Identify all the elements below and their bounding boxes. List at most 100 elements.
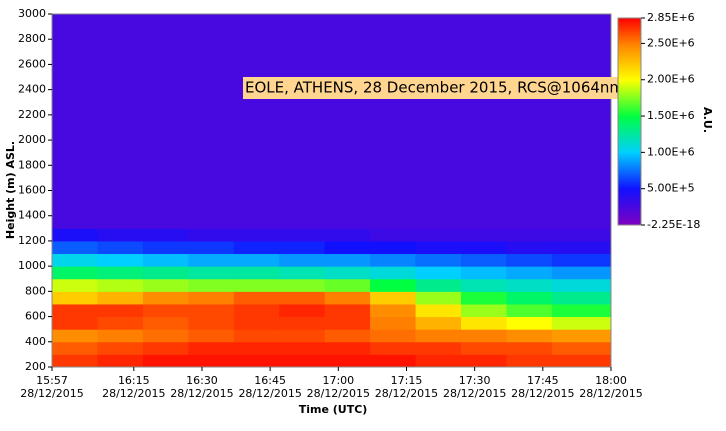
y-tick-label: 1600	[18, 184, 46, 197]
heatmap-cell	[551, 278, 612, 292]
heatmap-cell	[415, 341, 462, 355]
heatmap-cell	[370, 354, 417, 368]
heatmap-cell	[52, 278, 98, 292]
heatmap-cell	[188, 291, 235, 305]
heatmap-cell	[52, 329, 98, 343]
y-tick-label: 400	[25, 335, 46, 348]
x-tick-label: 18:00 28/12/2015	[579, 374, 643, 400]
heatmap-cell	[370, 228, 417, 242]
y-tick-label: 2600	[18, 57, 46, 70]
heatmap-cell	[279, 341, 326, 355]
heatmap-cell	[415, 14, 462, 229]
heatmap-cell	[370, 240, 417, 255]
heatmap-cell	[279, 228, 326, 242]
heatmap-cell	[233, 266, 280, 280]
y-tick-label: 3000	[18, 7, 46, 20]
heatmap-cell	[142, 291, 189, 305]
heatmap-cell	[52, 291, 98, 305]
heatmap-cell	[97, 303, 144, 318]
heatmap-cell	[97, 354, 144, 368]
heatmap-cell	[279, 266, 326, 280]
heatmap-cell	[551, 316, 612, 330]
heatmap-cell	[52, 266, 98, 280]
heatmap-cell	[551, 240, 612, 255]
heatmap-cell	[188, 354, 235, 368]
heatmap-cell	[52, 240, 98, 255]
colorbar-segment	[618, 188, 641, 226]
heatmap-cell	[233, 329, 280, 343]
colorbar-segment	[618, 116, 641, 153]
colorbar-segment	[618, 18, 641, 44]
heatmap-cell	[506, 278, 553, 292]
heatmap-cell	[461, 228, 507, 242]
colorbar-tick-label: -2.25E-18	[647, 218, 700, 231]
heatmap-cell	[551, 303, 612, 318]
y-tick-label: 1200	[18, 234, 46, 247]
x-tick-label: 16:45 28/12/2015	[238, 374, 302, 400]
colorbar-segment	[618, 79, 641, 117]
heatmap-cell	[279, 278, 326, 292]
heatmap-cell	[142, 354, 189, 368]
heatmap-cell	[370, 278, 417, 292]
heatmap-cell	[52, 316, 98, 330]
heatmap-cell	[370, 253, 417, 267]
title-box	[243, 77, 631, 99]
heatmap-cell	[97, 329, 144, 343]
heatmap-cell	[324, 278, 371, 292]
heatmap-cell	[461, 329, 507, 343]
heatmap-cell	[506, 303, 553, 318]
heatmap-cell	[97, 278, 144, 292]
x-tick-label: 17:00 28/12/2015	[306, 374, 371, 400]
y-axis-label: Height (m) ASL.	[4, 141, 17, 239]
colorbar-tick-label: 5.00E+5	[647, 182, 695, 195]
heatmap-cell	[188, 253, 235, 267]
heatmap-cell	[52, 228, 98, 242]
y-tick-label: 2400	[18, 83, 46, 96]
heatmap-cell	[97, 253, 144, 267]
heatmap-cell	[370, 341, 417, 355]
heatmap-cell	[142, 329, 189, 343]
heatmap-cell	[142, 303, 189, 318]
y-tick-label: 800	[25, 284, 46, 297]
colorbar-tick-label: 1.00E+6	[647, 145, 695, 158]
heatmap-cell	[233, 253, 280, 267]
heatmap-cell	[324, 291, 371, 305]
heatmap-cell	[97, 228, 144, 242]
heatmap-cell	[461, 316, 507, 330]
heatmap-cell	[279, 14, 326, 229]
heatmap-cell	[551, 228, 612, 242]
heatmap-cell	[415, 354, 462, 368]
heatmap-cell	[506, 291, 553, 305]
colorbar-tick-label: 2.50E+6	[647, 36, 695, 49]
heatmap-cell	[415, 316, 462, 330]
heatmap-cell	[188, 341, 235, 355]
heatmap-cell	[506, 253, 553, 267]
x-tick-label: 16:15 28/12/2015	[102, 374, 166, 400]
heatmap-cell	[97, 240, 144, 255]
heatmap-cell	[461, 253, 507, 267]
heatmap-cell	[551, 341, 612, 355]
colorbar-frame	[617, 17, 642, 226]
heatmap-cell	[188, 316, 235, 330]
heatmap-cell	[461, 341, 507, 355]
x-axis-label: Time (UTC)	[299, 403, 368, 416]
chart-title: EOLE, ATHENS, 28 December 2015, RCS@1064…	[245, 79, 624, 97]
heatmap-cell	[233, 354, 280, 368]
heatmap-cell	[97, 266, 144, 280]
heatmap-cell	[506, 329, 553, 343]
heatmap-cell	[506, 14, 553, 229]
heatmap-cell	[551, 329, 612, 343]
y-tick-label: 600	[25, 310, 46, 323]
heatmap-cell	[233, 14, 280, 229]
heatmap-cell	[461, 291, 507, 305]
heatmap-cell	[97, 341, 144, 355]
heatmap-cell	[142, 228, 189, 242]
heatmap-cell	[324, 354, 371, 368]
heatmap-cell	[415, 303, 462, 318]
heatmap-cell	[188, 278, 235, 292]
heatmap-cell	[324, 303, 371, 318]
colorbar-segment	[618, 152, 641, 190]
heatmap-cell	[233, 278, 280, 292]
heatmap-cell	[506, 240, 553, 255]
heatmap-cell	[233, 316, 280, 330]
